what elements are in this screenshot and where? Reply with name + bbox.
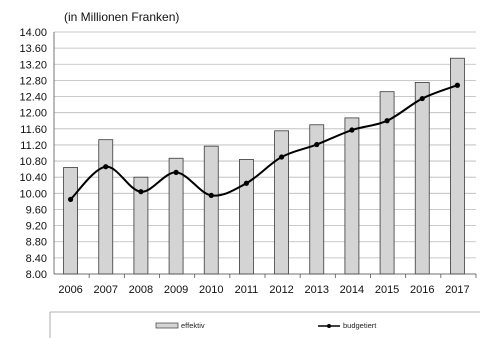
point-2016 [419,95,425,102]
point-2013 [314,141,320,148]
y-tick-label: 8.00 [26,269,47,281]
x-tick-label: 2010 [199,284,223,296]
y-tick-label: 13.60 [19,43,47,55]
y-tick-label: 11.60 [20,124,47,136]
bar-2017 [450,57,465,275]
point-2007 [103,164,109,170]
point-2009 [173,169,179,175]
legend-label-effektiv: effektiv [181,321,205,330]
y-tick-label: 14.00 [19,27,47,39]
y-tick-label: 11.20 [20,140,47,152]
budget-line [69,84,458,201]
y-axis: 8.00 8.40 8.80 9.20 9.60 10.00 10.40 10.80 11.20… [19,27,55,281]
x-axis: 2006 2007 2008 2009 2010 2011 2012 2013 2014 2015… [54,273,477,296]
point-2006 [67,196,74,202]
point-2017 [454,82,461,88]
bar-2011 [239,159,254,275]
y-tick-label: 12.40 [19,92,47,104]
x-tick-label: 2012 [269,284,293,296]
gridlines [54,31,476,275]
y-tick-label: 8.40 [26,253,47,265]
bar-2012 [274,130,289,275]
bar-series-effektiv [63,57,465,275]
y-tick-label: 10.80 [19,156,47,168]
x-tick-label: 2015 [375,284,399,296]
x-tick-label: 2011 [235,284,259,296]
bar-2010 [203,145,219,275]
point-2010 [208,192,214,198]
y-tick-label: 12.80 [19,75,47,87]
x-tick-label: 2013 [305,284,329,296]
bar-2016 [414,82,430,275]
y-tick-label: 10.00 [19,188,47,200]
legend-swatch-effektiv [155,322,179,329]
bar-2014 [344,117,360,275]
point-2011 [243,180,250,186]
x-tick-label: 2017 [445,284,469,296]
x-tick-label: 2014 [340,284,364,296]
line-series-budgetiert [67,82,461,202]
legend: effektiv budgetiert [49,311,480,338]
y-tick-label: 9.60 [26,204,47,216]
y-tick-label: 9.20 [26,221,47,233]
x-tick-label: 2006 [58,284,82,296]
x-tick-label: 2016 [410,284,434,296]
point-2008 [138,189,144,195]
bar-2007 [98,139,114,275]
legend-label-budgetiert: budgetiert [343,321,377,330]
x-tick-label: 2009 [164,284,188,296]
x-tick-label: 2007 [94,284,118,296]
point-2015 [384,118,390,124]
legend-marker-budgetiert [327,324,331,328]
bar-2006 [63,167,78,275]
y-tick-label: 10.40 [19,172,47,184]
point-2012 [278,154,285,160]
point-2014 [349,127,355,133]
unit-note: (in Millionen Franken) [64,10,179,24]
y-tick-label: 13.20 [19,59,47,71]
y-tick-label: 8.80 [26,237,47,249]
y-tick-label: 12.00 [19,108,47,120]
bar-2009 [168,157,184,275]
x-tick-label: 2008 [129,284,153,296]
